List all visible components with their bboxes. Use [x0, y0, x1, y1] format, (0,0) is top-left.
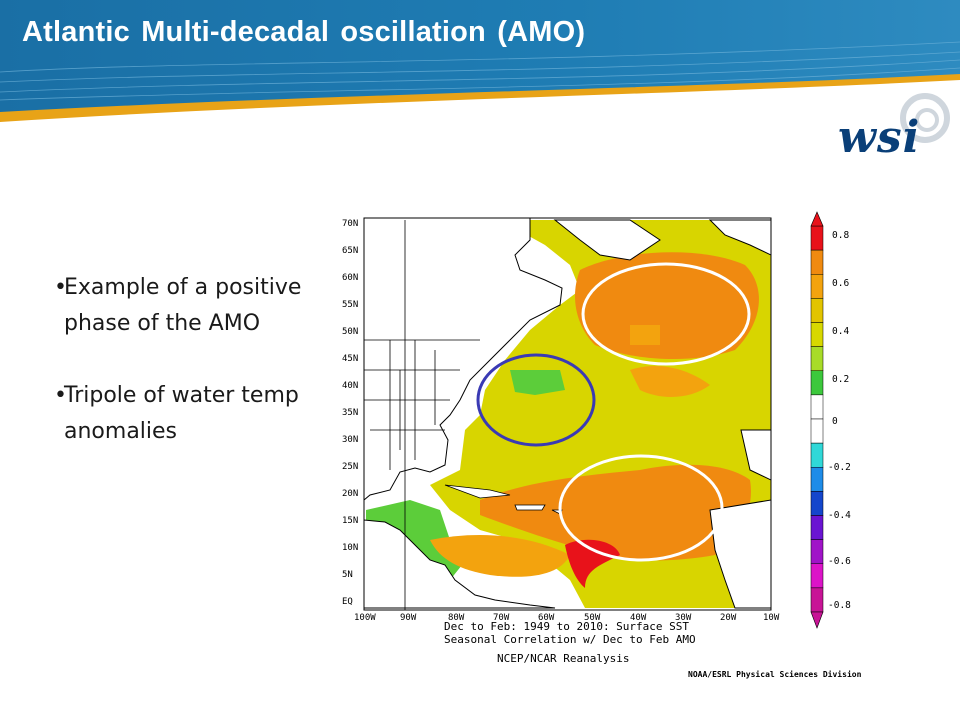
colorbar-cell [810, 346, 824, 371]
map-credit: NOAA/ESRL Physical Sciences Division [688, 670, 862, 679]
bullet-list: • Example of a positive phase of the AMO … [54, 270, 304, 486]
lat-label: 50N [342, 327, 358, 337]
colorbar-label: -0.6 [828, 556, 851, 567]
colorbar-label: 0.6 [832, 278, 849, 289]
colorbar: 0.8 0.6 0.4 0.2 0 -0.2 -0.4 -0.6 -0.8 [810, 211, 851, 629]
colorbar-cell [810, 563, 824, 589]
cold-north-ellipse [581, 262, 751, 366]
lat-label: 55N [342, 300, 358, 310]
lon-label: 30W [675, 613, 692, 623]
colorbar-cell [810, 418, 824, 444]
colorbar-cell [810, 370, 824, 396]
sst-correlation-map: 70N 65N 60N 55N 50N 45N 40N 35N 30N 25N … [342, 211, 851, 629]
colorbar-cell [810, 322, 824, 347]
colorbar-cell [810, 587, 824, 613]
bullet-text: Example of a positive phase of the AMO [64, 275, 302, 336]
colorbar-cell [810, 467, 824, 492]
lat-label: 65N [342, 246, 358, 256]
wsi-logo [900, 93, 950, 143]
wsi-logo-text: wsi [838, 112, 921, 163]
longitude-labels: 100W 90W 80W 70W 60W 50W 40W 30W 20W 10W [354, 613, 780, 623]
lat-label: 45N [342, 354, 358, 364]
lon-label: 10W [763, 613, 780, 623]
colorbar-label: 0 [832, 416, 838, 427]
lat-label: 10N [342, 543, 358, 553]
colorbar-cell [810, 298, 824, 323]
colorbar-cell [810, 539, 824, 564]
colorbar-label: -0.4 [828, 510, 851, 521]
lat-label: 25N [342, 462, 358, 472]
lat-label: 15N [342, 516, 358, 526]
colorbar-label: 0.4 [832, 326, 849, 337]
lon-label: 40W [630, 613, 647, 623]
colorbar-label: 0.8 [832, 230, 849, 241]
lat-label: 20N [342, 489, 358, 499]
colorbar-cell [810, 491, 824, 516]
lon-label: 70W [493, 613, 510, 623]
warm-tropical-ellipse [558, 454, 724, 562]
latitude-labels: 70N 65N 60N 55N 50N 45N 40N 35N 30N 25N … [342, 219, 358, 607]
slide-title: Atlantic Multi-decadal oscillation (AMO) [22, 16, 586, 48]
bullet-text: Tripole of water temp anomalies [64, 383, 299, 444]
map-caption-3: NCEP/NCAR Reanalysis [497, 652, 630, 665]
colorbar-cell [810, 249, 824, 275]
lon-label: 80W [448, 613, 465, 623]
colorbar-bottom-arrow-icon [810, 611, 824, 629]
lon-label: 100W [354, 613, 376, 623]
lon-label: 50W [584, 613, 601, 623]
lon-label: 90W [400, 613, 417, 623]
colorbar-cell [810, 225, 824, 251]
header-banner [0, 0, 960, 122]
colorbar-cell [810, 442, 824, 468]
bullet-item: • Example of a positive phase of the AMO [54, 270, 304, 342]
colorbar-label: 0.2 [832, 374, 849, 385]
colorbar-label: -0.2 [828, 462, 851, 473]
lon-label: 20W [720, 613, 737, 623]
colorbar-cell [810, 515, 824, 540]
lat-label: 35N [342, 408, 358, 418]
bullet-dot-icon: • [54, 383, 67, 408]
map-caption-1: Dec to Feb: 1949 to 2010: Surface SST [444, 620, 690, 633]
lat-label: 60N [342, 273, 358, 283]
bullet-item: • Tripole of water temp anomalies [54, 378, 304, 450]
gulf-stream-ellipse [476, 353, 596, 447]
colorbar-cell [810, 274, 824, 299]
lat-label: 30N [342, 435, 358, 445]
lat-label: 70N [342, 219, 358, 229]
map-caption-2: Seasonal Correlation w/ Dec to Feb AMO [444, 633, 696, 646]
sst-field [364, 218, 771, 610]
colorbar-cell [810, 394, 824, 420]
colorbar-top-arrow-icon [810, 211, 824, 227]
lat-label: EQ [342, 597, 353, 607]
lat-label: 5N [342, 570, 353, 580]
colorbar-label: -0.8 [828, 600, 851, 611]
bullet-dot-icon: • [54, 275, 67, 300]
lat-label: 40N [342, 381, 358, 391]
lon-label: 60W [538, 613, 555, 623]
